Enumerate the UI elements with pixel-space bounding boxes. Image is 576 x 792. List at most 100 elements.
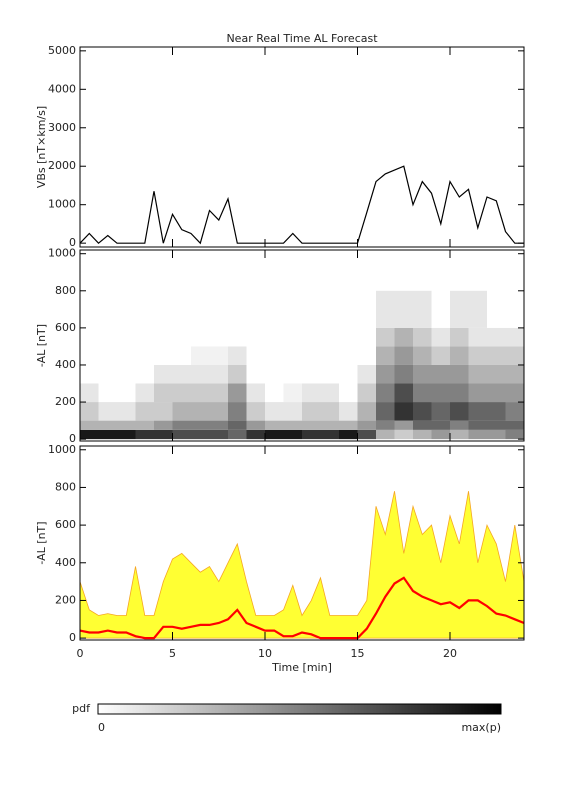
heatmap-cell bbox=[468, 429, 487, 440]
heatmap-cell bbox=[302, 429, 321, 440]
heatmap-cell bbox=[228, 327, 247, 347]
heatmap-cell bbox=[394, 429, 413, 440]
heatmap-cell bbox=[431, 290, 450, 328]
heatmap-cell bbox=[376, 346, 395, 365]
heatmap-cell bbox=[302, 383, 321, 403]
plot-frame bbox=[79, 46, 525, 248]
heatmap-cell bbox=[98, 402, 117, 421]
heatmap-cell bbox=[431, 429, 450, 440]
heatmap-cell bbox=[154, 402, 173, 421]
y-axis-label: VBs [nT×km/s] bbox=[35, 106, 48, 188]
heatmap-cell bbox=[191, 383, 210, 403]
heatmap-cell bbox=[394, 402, 413, 421]
y-tick-label: 2000 bbox=[48, 159, 76, 172]
heatmap-cell bbox=[302, 420, 321, 430]
heatmap-cell bbox=[117, 429, 136, 440]
heatmap-cell bbox=[302, 364, 321, 384]
heatmap-cell bbox=[302, 346, 321, 365]
heatmap-cell bbox=[413, 346, 432, 365]
y-tick-label: 400 bbox=[55, 556, 76, 569]
data-area bbox=[79, 491, 525, 639]
heatmap-cell bbox=[320, 290, 339, 328]
y-tick-label: 1000 bbox=[48, 247, 76, 260]
heatmap-cell bbox=[357, 327, 376, 347]
heatmap-cell bbox=[487, 327, 506, 347]
heatmap-cell bbox=[413, 383, 432, 403]
heatmap-cell bbox=[487, 420, 506, 430]
heatmap-cell bbox=[431, 383, 450, 403]
heatmap-cell bbox=[117, 420, 136, 430]
heatmap-cell bbox=[209, 346, 228, 365]
heatmap-cell bbox=[394, 327, 413, 347]
heatmap-cell bbox=[154, 383, 173, 403]
plot-frame bbox=[79, 249, 525, 442]
heatmap-cell bbox=[228, 364, 247, 384]
y-tick-label: 5000 bbox=[48, 44, 76, 57]
heatmap-cell bbox=[135, 346, 154, 365]
heatmap-cell bbox=[357, 420, 376, 430]
heatmap-cell bbox=[80, 420, 99, 430]
heatmap-cell bbox=[505, 290, 524, 328]
heatmap-cell bbox=[357, 383, 376, 403]
heatmap-cell bbox=[98, 383, 117, 403]
heatmap-cell bbox=[154, 290, 173, 328]
heatmap-cell bbox=[487, 364, 506, 384]
heatmap-cell bbox=[154, 429, 173, 440]
heatmap-cell bbox=[98, 364, 117, 384]
heatmap-cell bbox=[468, 346, 487, 365]
heatmap-cell bbox=[431, 402, 450, 421]
heatmap-cell bbox=[117, 383, 136, 403]
heatmap-cell bbox=[487, 429, 506, 440]
heatmap-cell bbox=[413, 402, 432, 421]
heatmap-cell bbox=[117, 346, 136, 365]
colorbar-tick-label: max(p) bbox=[461, 721, 501, 734]
heatmap-cell bbox=[265, 364, 284, 384]
heatmap-cell bbox=[505, 402, 524, 421]
heatmap-cell bbox=[265, 327, 284, 347]
heatmap-cell bbox=[450, 364, 469, 384]
heatmap-cell bbox=[320, 402, 339, 421]
heatmap-cell bbox=[487, 402, 506, 421]
heatmap-cell bbox=[468, 290, 487, 328]
heatmap-cell bbox=[413, 429, 432, 440]
heatmap-cell bbox=[302, 290, 321, 328]
heatmap-cell bbox=[450, 402, 469, 421]
heatmap-cell bbox=[172, 290, 191, 328]
heatmap-cell bbox=[283, 420, 302, 430]
heatmap-cell bbox=[172, 364, 191, 384]
y-tick-label: 1000 bbox=[48, 198, 76, 211]
heatmap-cell bbox=[80, 346, 99, 365]
heatmap-cell bbox=[357, 402, 376, 421]
heatmap-cell bbox=[283, 364, 302, 384]
heatmap-cell bbox=[450, 420, 469, 430]
heatmap-cell bbox=[320, 364, 339, 384]
heatmap-cell bbox=[265, 290, 284, 328]
heatmap-cell bbox=[191, 364, 210, 384]
heatmap-cell bbox=[228, 420, 247, 430]
heatmap-cell bbox=[394, 346, 413, 365]
colorbar bbox=[97, 703, 502, 715]
heatmap-cell bbox=[228, 346, 247, 365]
heatmap-cell bbox=[376, 383, 395, 403]
data-line bbox=[79, 576, 525, 640]
heatmap-cell bbox=[450, 327, 469, 347]
heatmap-cell bbox=[431, 420, 450, 430]
heatmap-cell bbox=[98, 290, 117, 328]
heatmap-cell bbox=[246, 420, 265, 430]
y-tick-label: 400 bbox=[55, 358, 76, 371]
x-tick-label: 10 bbox=[258, 647, 272, 660]
heatmap-cell bbox=[117, 364, 136, 384]
heatmap-cell bbox=[80, 429, 99, 440]
heatmap-cell bbox=[468, 364, 487, 384]
heatmap-cell bbox=[228, 290, 247, 328]
heatmap-cell bbox=[505, 383, 524, 403]
heatmap-cell bbox=[135, 364, 154, 384]
heatmap-cell bbox=[376, 402, 395, 421]
y-tick-label: 0 bbox=[69, 631, 76, 644]
heatmap-cell bbox=[154, 346, 173, 365]
heatmap-cell bbox=[413, 290, 432, 328]
heatmap-cell bbox=[154, 420, 173, 430]
heatmap-cell bbox=[246, 346, 265, 365]
heatmap-cell bbox=[320, 429, 339, 440]
